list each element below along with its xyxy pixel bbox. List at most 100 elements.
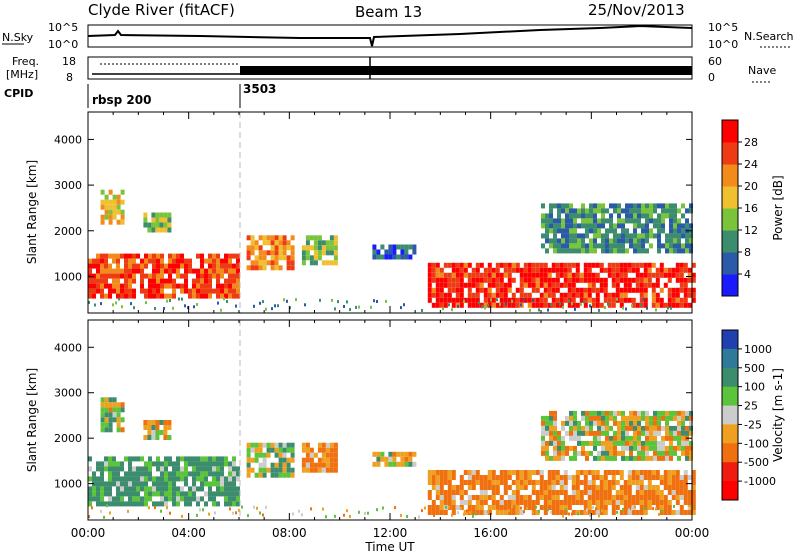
power-cell (431, 277, 436, 283)
power-cell (569, 218, 573, 224)
velocity-cell (463, 500, 468, 505)
velocity-cell (635, 475, 640, 480)
velocity-cell (309, 457, 314, 463)
power-cell (541, 203, 545, 209)
velocity-cell (555, 500, 560, 505)
power-cell (317, 240, 322, 246)
power-cell (108, 283, 112, 289)
velocity-cell (691, 475, 696, 480)
power-cell (228, 253, 232, 259)
velocity-cell (685, 415, 689, 421)
velocity-cell (224, 481, 228, 487)
velocity-cell (633, 440, 637, 446)
velocity-cell (631, 495, 636, 500)
velocity-cell (124, 501, 128, 507)
power-cell (463, 272, 468, 278)
power-scatter-cell (646, 306, 648, 310)
velocity-cell (553, 455, 557, 461)
velocity-cell (431, 500, 436, 505)
velocity-cell (635, 470, 640, 475)
power-cell (539, 302, 544, 308)
velocity-cell (681, 415, 685, 421)
velocity-cell (439, 490, 444, 495)
velocity-cell (551, 485, 556, 490)
velocity-cell (619, 490, 624, 495)
power-cell (631, 277, 636, 283)
power-cell (475, 267, 480, 273)
power-cell (112, 278, 116, 284)
power-cell (459, 282, 464, 288)
power-cell (392, 244, 397, 250)
power-cell (681, 228, 685, 234)
velocity-cell (435, 495, 440, 500)
power-cell (547, 282, 552, 288)
velocity-cell (266, 452, 271, 458)
velocity-cell (467, 485, 472, 490)
velocity-cell (108, 422, 113, 428)
power-cell (617, 218, 621, 224)
velocity-cell (443, 500, 448, 505)
velocity-cell (120, 496, 124, 502)
power-cell (599, 267, 604, 273)
power-cell (637, 248, 641, 254)
power-cell (645, 218, 649, 224)
power-cell (483, 267, 488, 273)
velocity-cell (208, 456, 212, 462)
power-cell (112, 258, 116, 264)
power-cell (224, 268, 228, 274)
power-cell (519, 282, 524, 288)
velocity-cell (471, 470, 476, 475)
velocity-cell (290, 467, 295, 473)
power-scatter-cell (133, 306, 135, 310)
velocity-cell (220, 481, 224, 487)
velocity-cell (607, 500, 612, 505)
velocity-cell (575, 500, 580, 505)
velocity-cell (136, 486, 140, 492)
velocity-cell (613, 410, 617, 416)
velocity-cell (601, 450, 605, 456)
velocity-cell (613, 450, 617, 456)
power-cell (675, 262, 680, 268)
power-cell (143, 217, 148, 223)
power-cell (412, 249, 417, 255)
velocity-cell (151, 435, 156, 440)
velocity-cell (258, 452, 263, 458)
power-cell (609, 248, 613, 254)
power-cell (551, 292, 556, 298)
velocity-cell (132, 501, 136, 507)
power-cell (475, 302, 480, 308)
power-cell (447, 292, 452, 298)
velocity-cell (595, 485, 600, 490)
velocity-cell (581, 445, 585, 451)
power-cell (657, 213, 661, 219)
power-cell (607, 302, 612, 308)
power-cell (108, 209, 113, 215)
power-cell (523, 262, 528, 268)
velocity-cell (128, 491, 132, 497)
velocity-cell (483, 500, 488, 505)
power-cell (667, 297, 672, 303)
velocity-cell (615, 495, 620, 500)
power-cell (435, 272, 440, 278)
power-cell (124, 278, 128, 284)
power-cell (282, 240, 287, 246)
power-cell (563, 262, 568, 268)
power-cell (523, 282, 528, 288)
velocity-scatter-cell (292, 512, 294, 516)
velocity-cell (212, 471, 216, 477)
velocity-cell (597, 450, 601, 456)
power-cell (679, 277, 684, 283)
power-cell (639, 292, 644, 298)
velocity-cell (683, 470, 688, 475)
velocity-cell (515, 470, 520, 475)
power-cell (136, 253, 140, 259)
power-cell (593, 233, 597, 239)
velocity-cell (384, 456, 389, 462)
velocity-cell (551, 475, 556, 480)
velocity-cell (629, 445, 633, 451)
power-cell (155, 212, 160, 218)
velocity-cell (246, 462, 251, 468)
power-cell (619, 302, 624, 308)
velocity-cell (148, 461, 152, 467)
